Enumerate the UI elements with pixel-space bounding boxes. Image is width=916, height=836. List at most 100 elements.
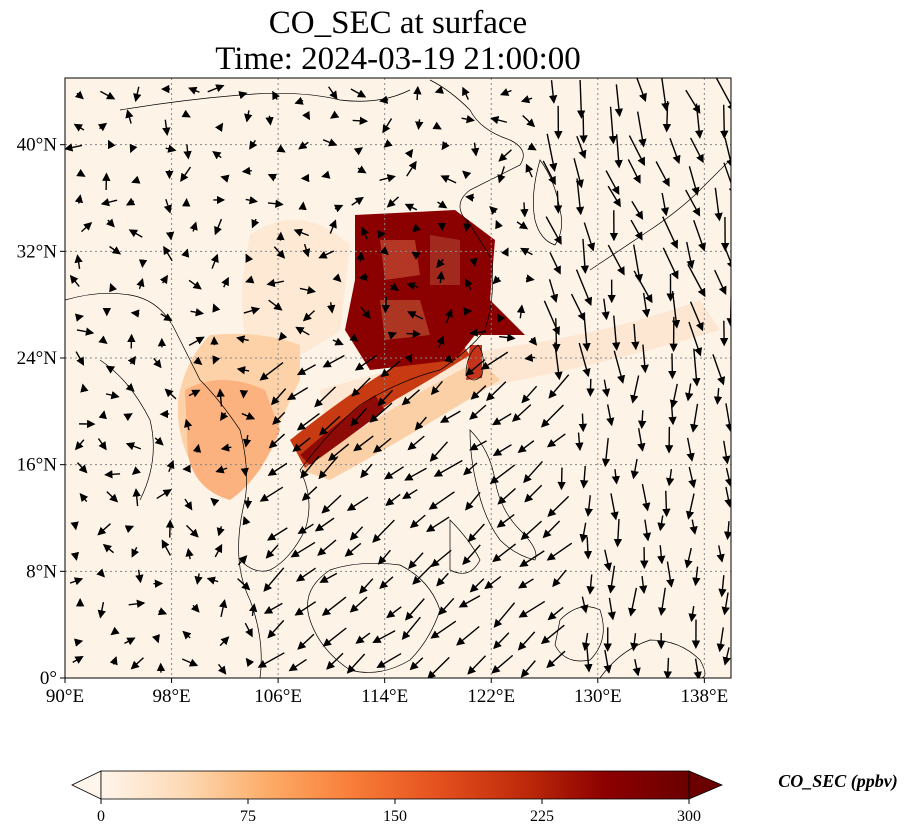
wind-arrow [188, 86, 200, 95]
wind-arrow [689, 519, 698, 535]
wind-arrow [257, 652, 285, 668]
lon-tick-label: 122°E [467, 686, 515, 707]
wind-arrow [688, 321, 703, 357]
wind-arrow [314, 517, 335, 532]
wind-arrow [321, 170, 331, 179]
wind-arrow [183, 144, 192, 160]
wind-arrow [221, 276, 229, 288]
lat-tick-label: 16°N [17, 455, 58, 476]
wind-arrow [267, 173, 278, 182]
wind-arrow [601, 438, 611, 468]
wind-arrow [430, 380, 443, 396]
wind-arrow [75, 351, 85, 366]
wind-arrow [467, 655, 487, 675]
wind-arrow [469, 404, 487, 420]
wind-arrow [379, 576, 394, 590]
wind-arrow [546, 133, 558, 172]
wind-arrow [427, 656, 450, 678]
wind-arrow [302, 243, 311, 258]
wind-arrow [463, 462, 478, 476]
wind-arrow [663, 657, 673, 678]
wind-arrow [70, 551, 80, 561]
wind-arrow [267, 619, 285, 639]
wind-arrow [185, 524, 199, 538]
wind-arrow [630, 458, 639, 480]
wind-arrow [607, 565, 616, 594]
wind-arrow [432, 121, 442, 130]
wind-arrow [404, 203, 418, 212]
wind-arrow [438, 597, 455, 616]
wind-arrow [74, 439, 85, 451]
wind-arrow [607, 185, 621, 208]
wind-arrow [160, 313, 173, 322]
wind-arrow [379, 246, 389, 256]
wind-arrow [486, 381, 507, 401]
wind-arrow [241, 166, 252, 176]
colorbar: 0 75 150 225 300 CO_SEC (ppbv) [71, 770, 898, 825]
wind-arrow [267, 199, 284, 208]
wind-arrow [351, 196, 364, 206]
wind-arrow [542, 160, 556, 186]
wind-arrow [180, 166, 192, 182]
wind-arrow [245, 657, 255, 668]
wind-arrow [714, 187, 723, 222]
wind-arrow [480, 351, 509, 370]
wind-arrow [689, 137, 704, 164]
wind-arrow [189, 221, 198, 232]
wind-arrow [685, 493, 695, 520]
wind-arrow [579, 465, 589, 489]
wind-arrow [716, 545, 725, 563]
wind-arrow [637, 410, 647, 430]
wind-arrow [105, 365, 116, 374]
wind-arrow [491, 654, 514, 674]
wind-arrow [251, 218, 260, 229]
wind-arrow [686, 437, 695, 462]
wind-arrow [181, 248, 190, 258]
wind-arrow [401, 389, 420, 406]
wind-arrow [665, 469, 675, 487]
wind-arrow [322, 138, 338, 147]
wind-arrow [242, 435, 252, 448]
wind-arrow [458, 595, 481, 608]
wind-arrow [548, 80, 558, 104]
colorbar-extend-min [71, 770, 102, 800]
wind-arrow [497, 166, 506, 184]
wind-arrow [131, 466, 141, 475]
wind-arrow [353, 435, 374, 452]
wind-arrow [108, 139, 116, 150]
wind-arrow [154, 436, 164, 446]
wind-arrow [694, 103, 704, 139]
wind-arrow [98, 410, 107, 420]
wind-arrow [461, 114, 475, 124]
wind-arrow [413, 85, 422, 101]
wind-arrow [542, 520, 561, 539]
colorbar-ticks: 0 75 150 225 300 [97, 799, 701, 825]
wind-arrow [109, 656, 118, 666]
lon-tick-label: 90°E [46, 686, 84, 707]
wind-arrow [441, 140, 450, 151]
wind-arrow [603, 649, 612, 674]
lon-tick-label: 114°E [361, 686, 408, 707]
wind-arrow [236, 366, 250, 375]
wind-arrow [162, 119, 171, 136]
wind-arrow [489, 464, 516, 484]
wind-arrow [578, 413, 588, 433]
lat-tick-label: 32°N [17, 241, 58, 262]
wind-arrow [206, 576, 219, 585]
wind-arrow [465, 193, 475, 202]
wind-arrow [406, 329, 422, 339]
wind-arrow [296, 364, 316, 376]
wind-arrow [292, 437, 311, 452]
wind-arrow [327, 443, 350, 462]
wind-arrow [520, 202, 529, 218]
wind-arrow [267, 462, 288, 476]
wind-arrow [548, 374, 570, 399]
wind-arrow [249, 139, 258, 150]
wind-arrow [236, 335, 249, 344]
wind-arrow [517, 631, 536, 651]
wind-arrow [552, 318, 561, 353]
wind-arrow [73, 123, 85, 132]
wind-arrow [182, 630, 192, 640]
wind-arrow [549, 252, 561, 275]
wind-arrow [241, 412, 256, 420]
